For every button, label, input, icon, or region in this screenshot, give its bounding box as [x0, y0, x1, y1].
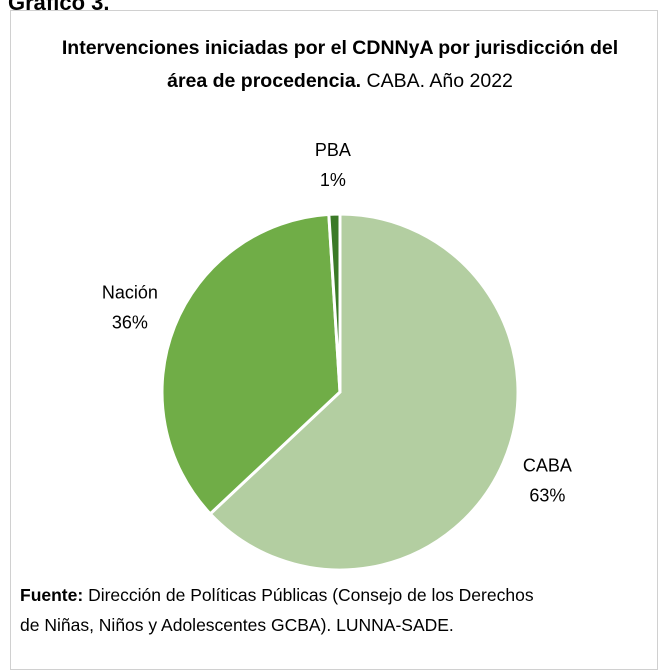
pie-slice: [160, 212, 342, 516]
slice-category-label: Nación: [102, 283, 158, 303]
pie-slice: [208, 212, 520, 572]
chart-title: Intervenciones iniciadas por el CDNNyA p…: [60, 32, 620, 98]
slice-value-label: 36%: [112, 313, 148, 333]
title-rest: CABA. Año 2022: [366, 70, 513, 92]
heading: Gráfico 3.: [8, 0, 110, 15]
slice-value-label: 1%: [320, 170, 346, 190]
title-bold: Intervenciones iniciadas por el CDNNyA p…: [61, 37, 619, 92]
slice-category-label: CABA: [523, 456, 572, 476]
source-text: Dirección de Políticas Públicas (Consejo…: [20, 585, 534, 635]
slice-value-label: 63%: [529, 486, 565, 506]
pie-slice: [327, 212, 342, 393]
source: Fuente: Dirección de Políticas Públicas …: [20, 580, 550, 640]
slice-category-label: PBA: [315, 140, 351, 160]
source-label: Fuente:: [20, 585, 84, 605]
